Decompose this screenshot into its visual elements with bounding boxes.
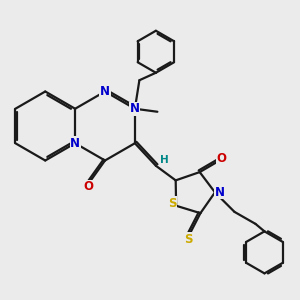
Text: O: O xyxy=(216,152,226,165)
Text: N: N xyxy=(70,137,80,150)
Text: N: N xyxy=(214,186,224,199)
Text: H: H xyxy=(160,155,169,165)
Text: S: S xyxy=(168,197,177,210)
Text: N: N xyxy=(100,85,110,98)
Text: S: S xyxy=(184,233,193,246)
Text: N: N xyxy=(130,102,140,115)
Text: O: O xyxy=(83,180,94,194)
